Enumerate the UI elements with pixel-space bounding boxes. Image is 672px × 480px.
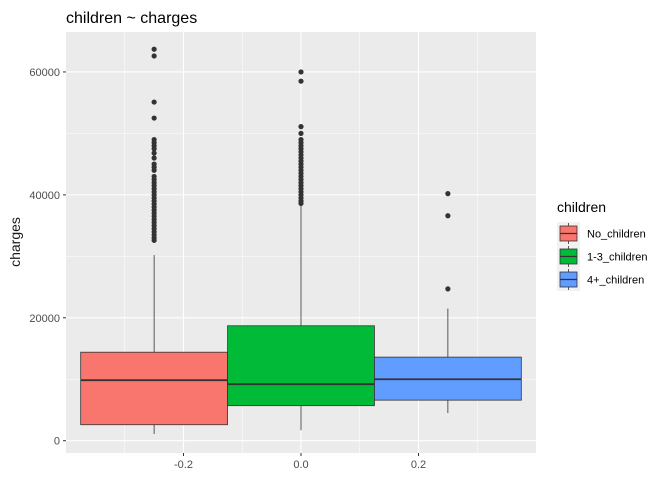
iqr-box [227, 325, 375, 407]
x-tick-label: 0.0 [293, 459, 308, 471]
outlier-point [151, 155, 157, 161]
outlier-point [151, 46, 157, 52]
outlier-point [151, 161, 157, 167]
box-4+_children [374, 191, 522, 414]
outlier-point [445, 286, 451, 292]
outlier-point [298, 124, 304, 130]
legend-label: No_children [587, 229, 646, 241]
outlier-point [445, 191, 451, 197]
outlier-point [298, 78, 304, 84]
legend-title: children [557, 199, 606, 215]
y-axis-title: charges [7, 217, 23, 267]
y-tick-label: 40000 [29, 190, 60, 202]
x-tick-label: 0.2 [411, 459, 426, 471]
legend-label: 4+_children [587, 275, 644, 287]
y-tick-label: 60000 [29, 67, 60, 79]
y-tick-label: 20000 [29, 313, 60, 325]
outlier-point [298, 69, 304, 75]
box-No_children [80, 46, 228, 434]
legend: children No_children 1-3_children 4+_child… [557, 199, 648, 291]
outlier-point [151, 150, 157, 156]
y-axis: 0 20000 40000 60000 [29, 67, 66, 448]
outlier-point [151, 53, 157, 59]
box-series [80, 46, 522, 434]
iqr-box [80, 351, 228, 426]
outlier-point [298, 136, 304, 143]
outlier-point [151, 99, 157, 105]
y-tick-label: 0 [54, 436, 60, 448]
outlier-point [445, 213, 451, 219]
chart-title: children ~ charges [66, 10, 197, 27]
x-axis: -0.2 0.0 0.2 [174, 453, 426, 471]
box-1-3_children [227, 69, 375, 431]
x-tick-label: -0.2 [174, 459, 193, 471]
outlier-point [151, 115, 157, 121]
outlier-point [151, 136, 157, 143]
outlier-point [298, 130, 304, 137]
legend-label: 1-3_children [587, 252, 648, 264]
outlier-point [151, 173, 157, 180]
